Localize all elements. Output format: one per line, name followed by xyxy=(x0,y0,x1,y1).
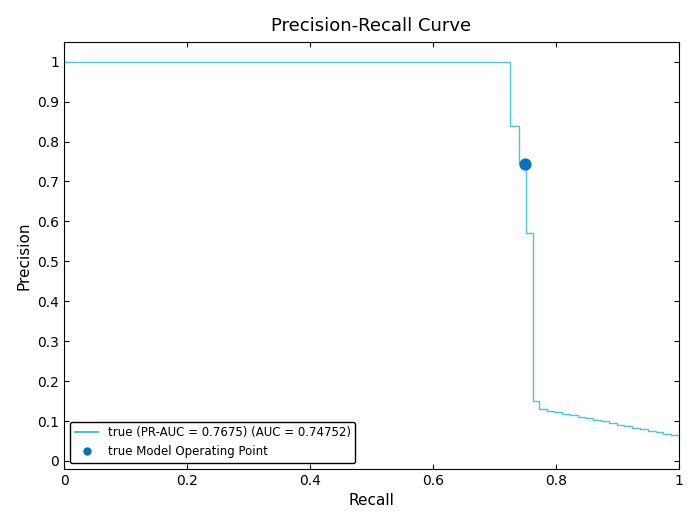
X-axis label: Recall: Recall xyxy=(349,494,394,508)
Legend: true (PR-AUC = 0.7675) (AUC = 0.74752), true Model Operating Point: true (PR-AUC = 0.7675) (AUC = 0.74752), … xyxy=(70,422,356,463)
Y-axis label: Precision: Precision xyxy=(17,221,32,290)
Point xyxy=(519,159,531,167)
Title: Precision-Recall Curve: Precision-Recall Curve xyxy=(272,17,472,35)
